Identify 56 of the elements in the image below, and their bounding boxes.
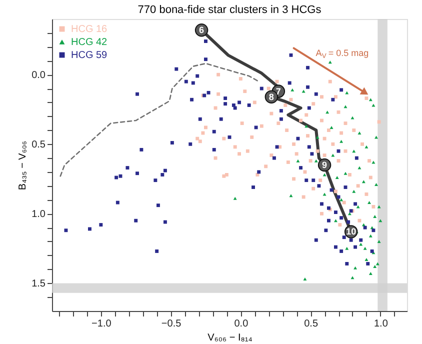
annotation: 8 <box>268 92 274 102</box>
y-tick-label: 1.5 <box>32 278 46 290</box>
y-tick-label: 1.0 <box>32 209 46 220</box>
legend-label: HCG 59 <box>71 50 108 61</box>
point <box>368 272 372 275</box>
point <box>368 234 372 238</box>
x-tick-label: 0.0 <box>234 318 249 330</box>
y-tick-label: 0.5 <box>32 140 46 151</box>
annotation: 10 <box>346 226 356 237</box>
point <box>334 219 338 222</box>
point <box>378 219 382 222</box>
point <box>368 98 372 102</box>
x-tick-label: 1.0 <box>374 318 388 330</box>
y-axis-title: B₄₃₅ − V₆₀₆ <box>18 140 29 190</box>
point <box>345 246 349 250</box>
point <box>340 198 344 202</box>
point <box>354 266 358 270</box>
point <box>344 172 348 175</box>
point <box>363 246 367 250</box>
point <box>374 182 378 186</box>
point <box>233 196 237 200</box>
point <box>364 258 368 262</box>
point <box>331 154 335 157</box>
point <box>358 132 362 135</box>
legend-label: HCG 42 <box>71 37 108 48</box>
point <box>364 145 368 148</box>
point <box>373 214 377 218</box>
point <box>368 201 371 204</box>
x-tick-label: −1.0 <box>92 318 112 330</box>
point <box>304 124 308 128</box>
chart-title: 770 bona-fide star clusters in 3 HCGs <box>138 4 322 16</box>
point <box>302 90 306 93</box>
annotation: 7 <box>276 86 281 96</box>
point <box>377 240 381 243</box>
line-series <box>60 62 260 177</box>
legend-label: HCG 16 <box>71 24 108 35</box>
x-tick-label: 0.5 <box>304 318 318 330</box>
point <box>352 150 356 153</box>
point <box>303 278 307 281</box>
point <box>314 159 318 162</box>
point <box>296 159 300 162</box>
point <box>290 88 294 92</box>
point <box>373 265 377 268</box>
point <box>358 166 362 170</box>
point <box>352 190 356 193</box>
x-tick-label: −0.5 <box>161 318 182 330</box>
point <box>340 140 344 143</box>
point <box>328 60 332 64</box>
point <box>335 176 339 180</box>
y-tick-label: 0.0 <box>32 70 46 82</box>
point <box>289 194 293 198</box>
x-axis-title: V₆₀₆ − I₈₁₄ <box>208 332 252 344</box>
annotation: 9 <box>322 160 328 170</box>
point <box>359 242 363 246</box>
point <box>330 126 334 129</box>
annotation: 6 <box>199 25 204 36</box>
